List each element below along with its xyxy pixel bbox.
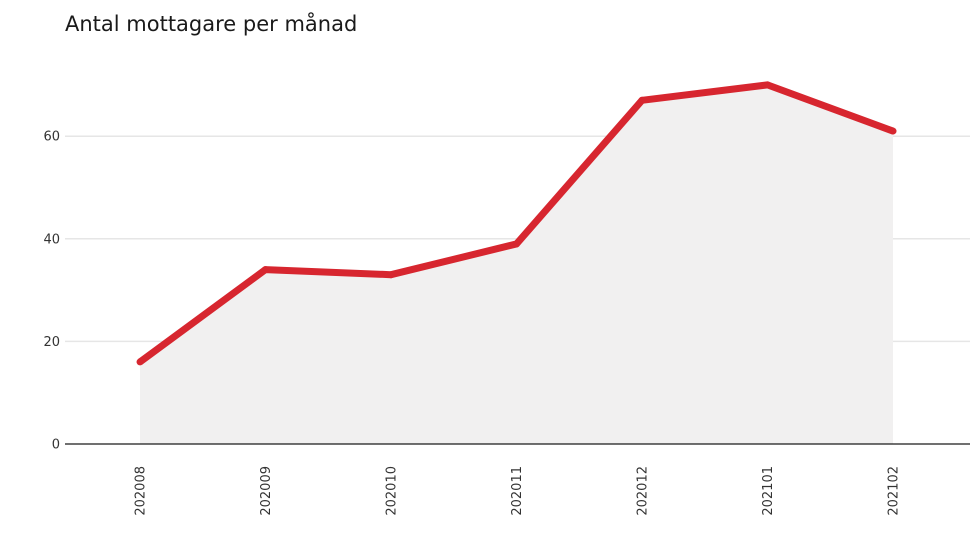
y-axis-ticks: 0 20 40 60 [43, 130, 60, 453]
x-tick-label: 202102 [887, 466, 902, 516]
x-tick-label: 202011 [510, 466, 525, 516]
y-tick-label: 0 [52, 438, 60, 453]
x-tick-label: 202009 [259, 466, 274, 516]
data-point-202102 [889, 127, 897, 135]
x-tick-label: 202101 [761, 466, 776, 516]
y-tick-label: 60 [43, 130, 60, 145]
chart-title: Antal mottagare per månad [65, 12, 358, 36]
x-tick-label: 202012 [636, 466, 651, 516]
data-point-202008 [136, 358, 144, 366]
data-point-202009 [262, 266, 269, 274]
y-tick-label: 40 [43, 232, 60, 247]
y-tick-label: 20 [43, 335, 60, 350]
data-point-202011 [513, 240, 520, 248]
x-tick-label: 202010 [385, 466, 400, 516]
area-fill [140, 84, 893, 445]
x-tick-label: 202008 [134, 466, 149, 516]
data-point-202010 [387, 271, 395, 279]
data-point-202101 [764, 81, 771, 89]
data-point-202012 [638, 96, 646, 104]
x-axis-ticks: 202008 202009 202010 202011 202012 202101 2021… [134, 466, 902, 516]
